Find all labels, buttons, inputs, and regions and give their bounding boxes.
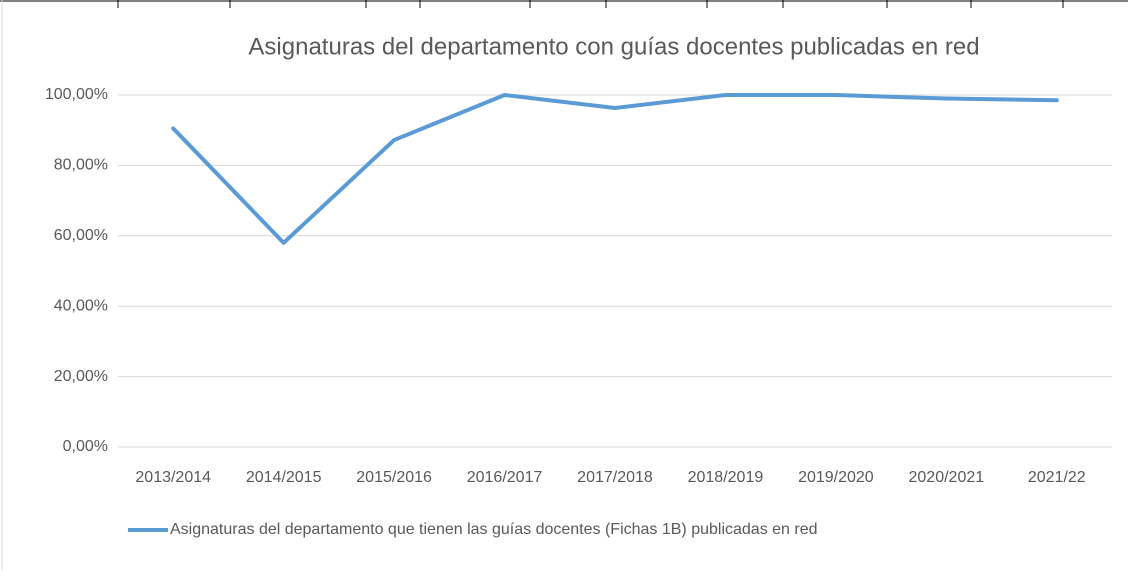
data-line — [171, 93, 1059, 245]
x-tick-label: 2018/2019 — [688, 469, 764, 486]
x-tick-label: 2020/2021 — [909, 469, 985, 486]
x-tick-label: 2017/2018 — [577, 469, 653, 486]
y-tick-label: 20,00% — [54, 368, 108, 385]
legend-label: Asignaturas del departamento que tienen … — [170, 521, 818, 538]
x-tick-label: 2014/2015 — [246, 469, 322, 486]
y-tick-label: 80,00% — [54, 157, 108, 174]
chart-title: Asignaturas del departamento con guías d… — [248, 33, 979, 60]
y-tick-label: 0,00% — [63, 438, 108, 455]
x-tick-label: 2021/22 — [1028, 469, 1086, 486]
x-tick-label: 2015/2016 — [356, 469, 432, 486]
y-tick-label: 40,00% — [54, 297, 108, 314]
y-tick-label: 60,00% — [54, 227, 108, 244]
x-tick-label: 2013/2014 — [135, 469, 211, 486]
y-tick-label: 100,00% — [45, 86, 108, 103]
x-tick-label: 2019/2020 — [798, 469, 874, 486]
table-ticks — [117, 0, 1064, 8]
x-tick-label: 2016/2017 — [467, 469, 543, 486]
